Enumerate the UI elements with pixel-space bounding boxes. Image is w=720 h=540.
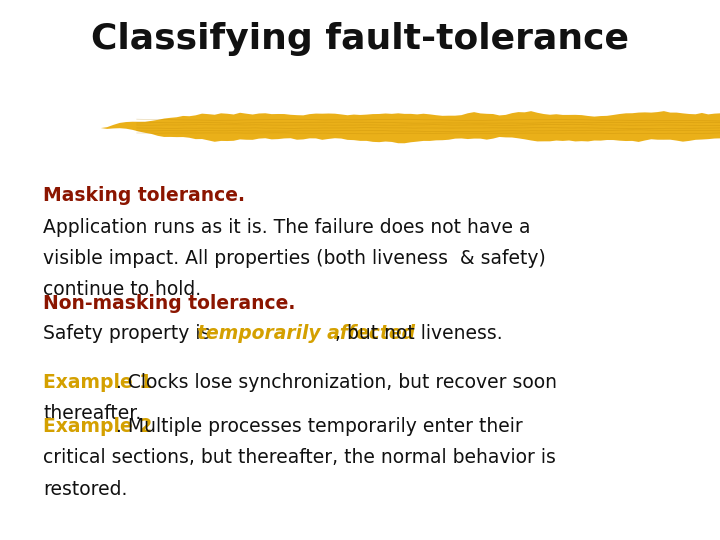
Text: Example 2: Example 2 [43, 417, 153, 436]
Text: Classifying fault-tolerance: Classifying fault-tolerance [91, 22, 629, 56]
Text: . Multiple processes temporarily enter their: . Multiple processes temporarily enter t… [116, 417, 523, 436]
Text: Non-masking tolerance.: Non-masking tolerance. [43, 294, 296, 313]
Text: temporarily affected: temporarily affected [197, 324, 415, 343]
Text: . Clocks lose synchronization, but recover soon: . Clocks lose synchronization, but recov… [116, 373, 557, 392]
Text: Example 1: Example 1 [43, 373, 153, 392]
Text: thereafter.: thereafter. [43, 404, 141, 423]
Polygon shape [101, 111, 720, 143]
Text: Safety property is: Safety property is [43, 324, 217, 343]
Text: visible impact. All properties (both liveness  & safety): visible impact. All properties (both liv… [43, 249, 546, 268]
Text: restored.: restored. [43, 480, 127, 498]
Text: , but not liveness.: , but not liveness. [335, 324, 503, 343]
Text: Application runs as it is. The failure does not have a: Application runs as it is. The failure d… [43, 218, 531, 237]
Text: critical sections, but thereafter, the normal behavior is: critical sections, but thereafter, the n… [43, 448, 556, 467]
Text: continue to hold.: continue to hold. [43, 280, 202, 299]
Text: Masking tolerance.: Masking tolerance. [43, 186, 246, 205]
